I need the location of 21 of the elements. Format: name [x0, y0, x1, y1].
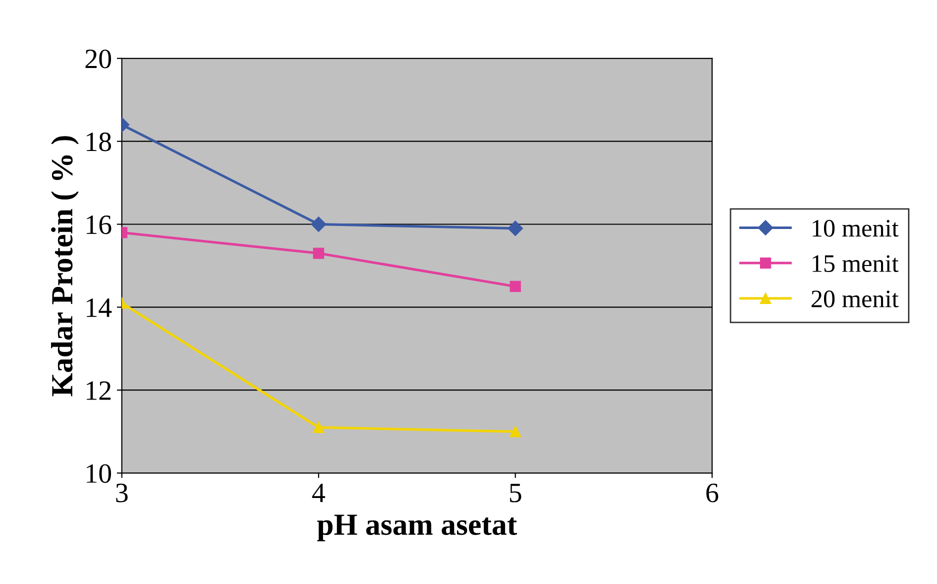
- y-tick-label: 12: [86, 381, 111, 400]
- y-tick-label: 14: [86, 298, 112, 317]
- x-tick-label: 4: [312, 484, 326, 502]
- x-tick-label: 6: [706, 484, 718, 502]
- legend-label: 15 menit: [812, 255, 899, 272]
- y-tick-label: 20: [86, 50, 112, 68]
- x-axis-title: pH asam asetat: [317, 514, 517, 542]
- y-axis-title: Kadar Protein ( % ): [51, 136, 79, 396]
- y-tick-label: 18: [86, 132, 112, 152]
- point: [510, 426, 521, 438]
- point: [313, 248, 324, 259]
- y-tick-label: 10: [86, 464, 112, 483]
- point: [311, 216, 326, 232]
- x-tick-label: 3: [116, 484, 128, 502]
- legend-label: 20 menit: [812, 290, 899, 308]
- point: [313, 422, 324, 433]
- x-tick-label: 5: [510, 484, 522, 502]
- y-tick-label: 16: [86, 216, 112, 234]
- legend-label: 10 menit: [812, 220, 899, 237]
- point: [508, 220, 523, 236]
- point: [510, 280, 521, 292]
